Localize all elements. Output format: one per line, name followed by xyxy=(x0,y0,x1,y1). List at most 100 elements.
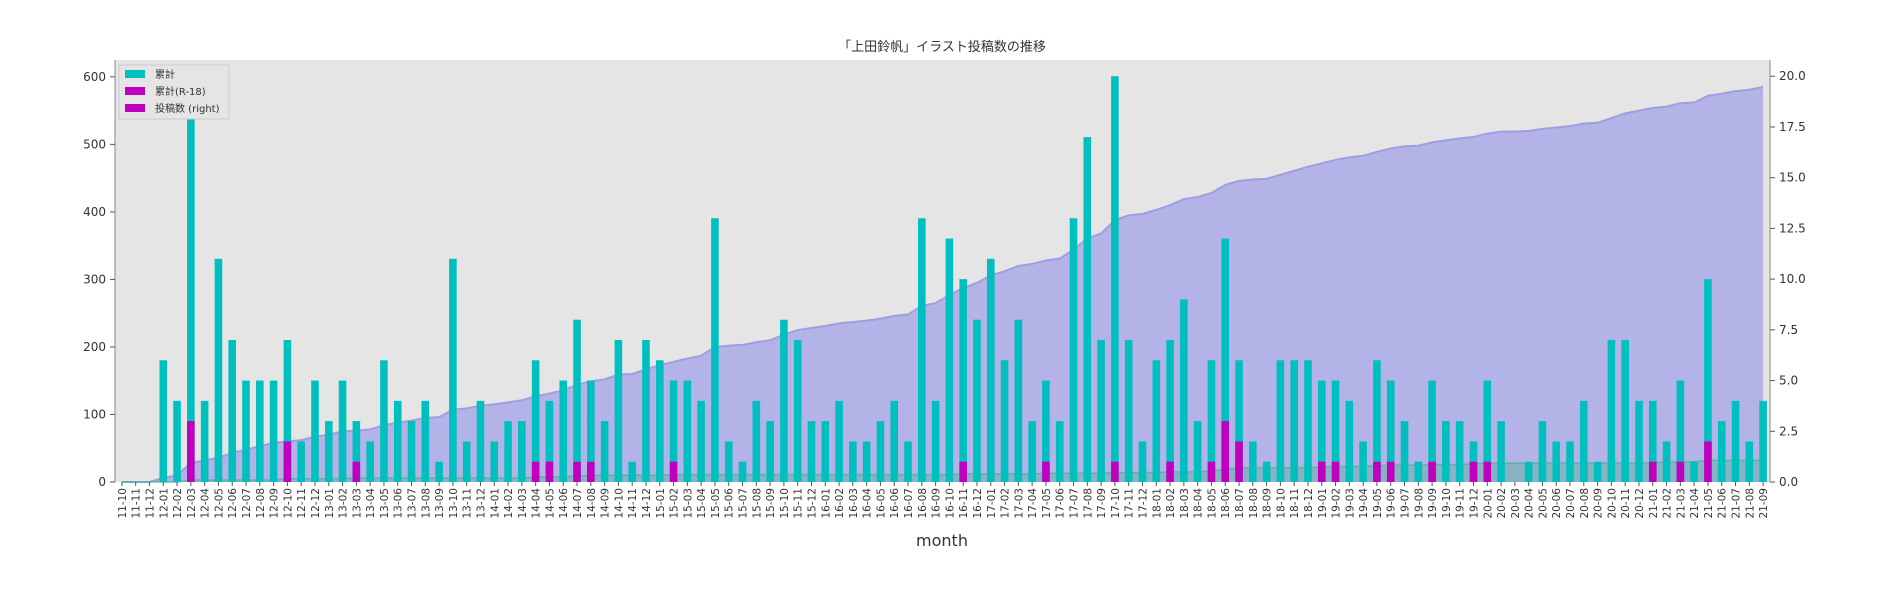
bar-monthly xyxy=(793,339,802,482)
bar-monthly xyxy=(366,441,374,482)
bar-r18 xyxy=(1042,461,1050,482)
x-tick-label: 12-02 xyxy=(172,488,184,519)
bar-r18 xyxy=(1235,441,1243,482)
x-tick-label: 16-11 xyxy=(958,488,970,519)
bar-monthly xyxy=(435,461,443,482)
x-tick-label: 18-09 xyxy=(1262,488,1274,519)
x-tick-label: 15-03 xyxy=(682,488,694,519)
x-tick-label: 14-12 xyxy=(641,488,653,519)
bar-monthly xyxy=(380,360,388,482)
bar-monthly xyxy=(835,400,843,482)
x-tick-label: 18-03 xyxy=(1179,488,1191,519)
bar-r18 xyxy=(283,441,292,482)
bar-r18 xyxy=(669,461,678,482)
x-tick-label: 13-10 xyxy=(448,488,460,519)
x-tick-label: 17-12 xyxy=(1137,488,1149,519)
x-tick-label: 21-06 xyxy=(1717,488,1729,519)
bar-monthly xyxy=(986,258,995,482)
bar-monthly xyxy=(849,441,857,482)
x-tick-label: 13-04 xyxy=(365,488,377,519)
bar-monthly xyxy=(614,339,623,482)
bar-monthly xyxy=(1676,380,1685,482)
x-tick-label: 18-12 xyxy=(1303,488,1315,519)
x-tick-label: 13-09 xyxy=(434,488,446,519)
bar-monthly xyxy=(1607,339,1616,482)
bar-layer xyxy=(159,76,1767,482)
bar-r18 xyxy=(1428,461,1436,482)
legend-label-monthly: 投稿数 (right) xyxy=(155,102,220,115)
x-tick-label: 18-05 xyxy=(1206,488,1218,519)
x-tick-label: 11-11 xyxy=(131,488,143,519)
legend-label-cumulative: 累計 xyxy=(155,68,175,81)
x-tick-label: 15-12 xyxy=(806,488,818,519)
bar-monthly xyxy=(724,441,733,482)
bar-monthly xyxy=(1662,441,1671,482)
x-tick-label: 14-02 xyxy=(503,488,515,519)
bar-monthly xyxy=(214,258,223,482)
bar-monthly xyxy=(338,380,347,482)
x-tick-label: 17-11 xyxy=(1124,488,1136,519)
bar-monthly xyxy=(1166,339,1174,482)
series-cumulative-area xyxy=(121,87,1764,482)
bar-monthly xyxy=(1055,421,1064,482)
x-tick-label: 13-11 xyxy=(462,488,474,519)
bar-monthly xyxy=(1593,461,1602,482)
x-tick-label: 13-08 xyxy=(420,488,432,519)
bar-monthly xyxy=(324,421,333,482)
x-tick-label: 12-01 xyxy=(158,488,170,519)
bar-monthly xyxy=(1221,238,1230,482)
bar-r18 xyxy=(1331,461,1340,482)
x-tick-label: 20-01 xyxy=(1482,488,1494,519)
x-tick-label: 19-02 xyxy=(1331,488,1343,519)
x-tick-label: 20-03 xyxy=(1510,488,1522,519)
x-tick-label: 20-07 xyxy=(1565,488,1577,519)
x-tick-label: 18-02 xyxy=(1165,488,1177,519)
bar-r18 xyxy=(1221,421,1230,482)
bar-monthly xyxy=(1483,380,1492,482)
x-tick-label: 15-11 xyxy=(793,488,805,519)
x-tick-label: 16-12 xyxy=(972,488,984,519)
bar-monthly xyxy=(1400,421,1409,482)
legend-swatch-monthly xyxy=(125,104,145,112)
left-tick-label: 600 xyxy=(83,70,106,84)
x-tick-label: 19-06 xyxy=(1386,488,1398,519)
left-tick-label: 0 xyxy=(98,475,106,489)
x-tick-label: 20-06 xyxy=(1551,488,1563,519)
x-tick-label: 17-05 xyxy=(1041,488,1053,519)
x-tick-label: 13-12 xyxy=(475,488,487,519)
x-tick-label: 14-11 xyxy=(627,488,639,519)
bar-r18 xyxy=(531,461,540,482)
bar-monthly xyxy=(862,441,871,482)
bar-r18 xyxy=(573,461,581,482)
bar-monthly xyxy=(669,380,678,482)
x-tick-label: 19-10 xyxy=(1441,488,1453,519)
bar-monthly xyxy=(1538,421,1547,482)
bar-monthly xyxy=(1152,360,1161,482)
x-tick-label: 19-12 xyxy=(1468,488,1480,519)
x-tick-label: 17-10 xyxy=(1110,488,1122,519)
bar-monthly xyxy=(931,400,940,482)
x-tick-label: 18-04 xyxy=(1193,488,1205,519)
x-tick-label: 19-01 xyxy=(1317,488,1329,519)
bar-monthly xyxy=(490,441,499,482)
bar-monthly xyxy=(1566,441,1574,482)
x-tick-label: 15-01 xyxy=(655,488,667,519)
right-tick-label: 0.0 xyxy=(1779,475,1798,489)
bar-r18 xyxy=(1704,441,1712,482)
chart-title: 「上田鈴帆」イラスト投稿数の推移 xyxy=(838,39,1046,55)
bar-monthly xyxy=(807,421,816,482)
x-tick-label: 21-05 xyxy=(1703,488,1715,519)
bar-monthly xyxy=(1745,441,1754,482)
axis-layer: 0 100 200 300 400 500 600 0.0 2.5 5.0 7.5 10.0 12.5 1… xyxy=(83,60,1806,519)
bar-monthly xyxy=(1262,461,1271,482)
x-tick-label: 19-09 xyxy=(1427,488,1439,519)
bar-monthly xyxy=(1731,400,1740,482)
left-tick-label: 200 xyxy=(83,340,106,354)
x-tick-label: 13-03 xyxy=(351,488,363,519)
x-tick-label: 16-09 xyxy=(931,488,943,519)
bar-monthly xyxy=(1428,380,1436,482)
bar-monthly xyxy=(628,461,636,482)
x-tick-label: 15-07 xyxy=(738,488,750,519)
